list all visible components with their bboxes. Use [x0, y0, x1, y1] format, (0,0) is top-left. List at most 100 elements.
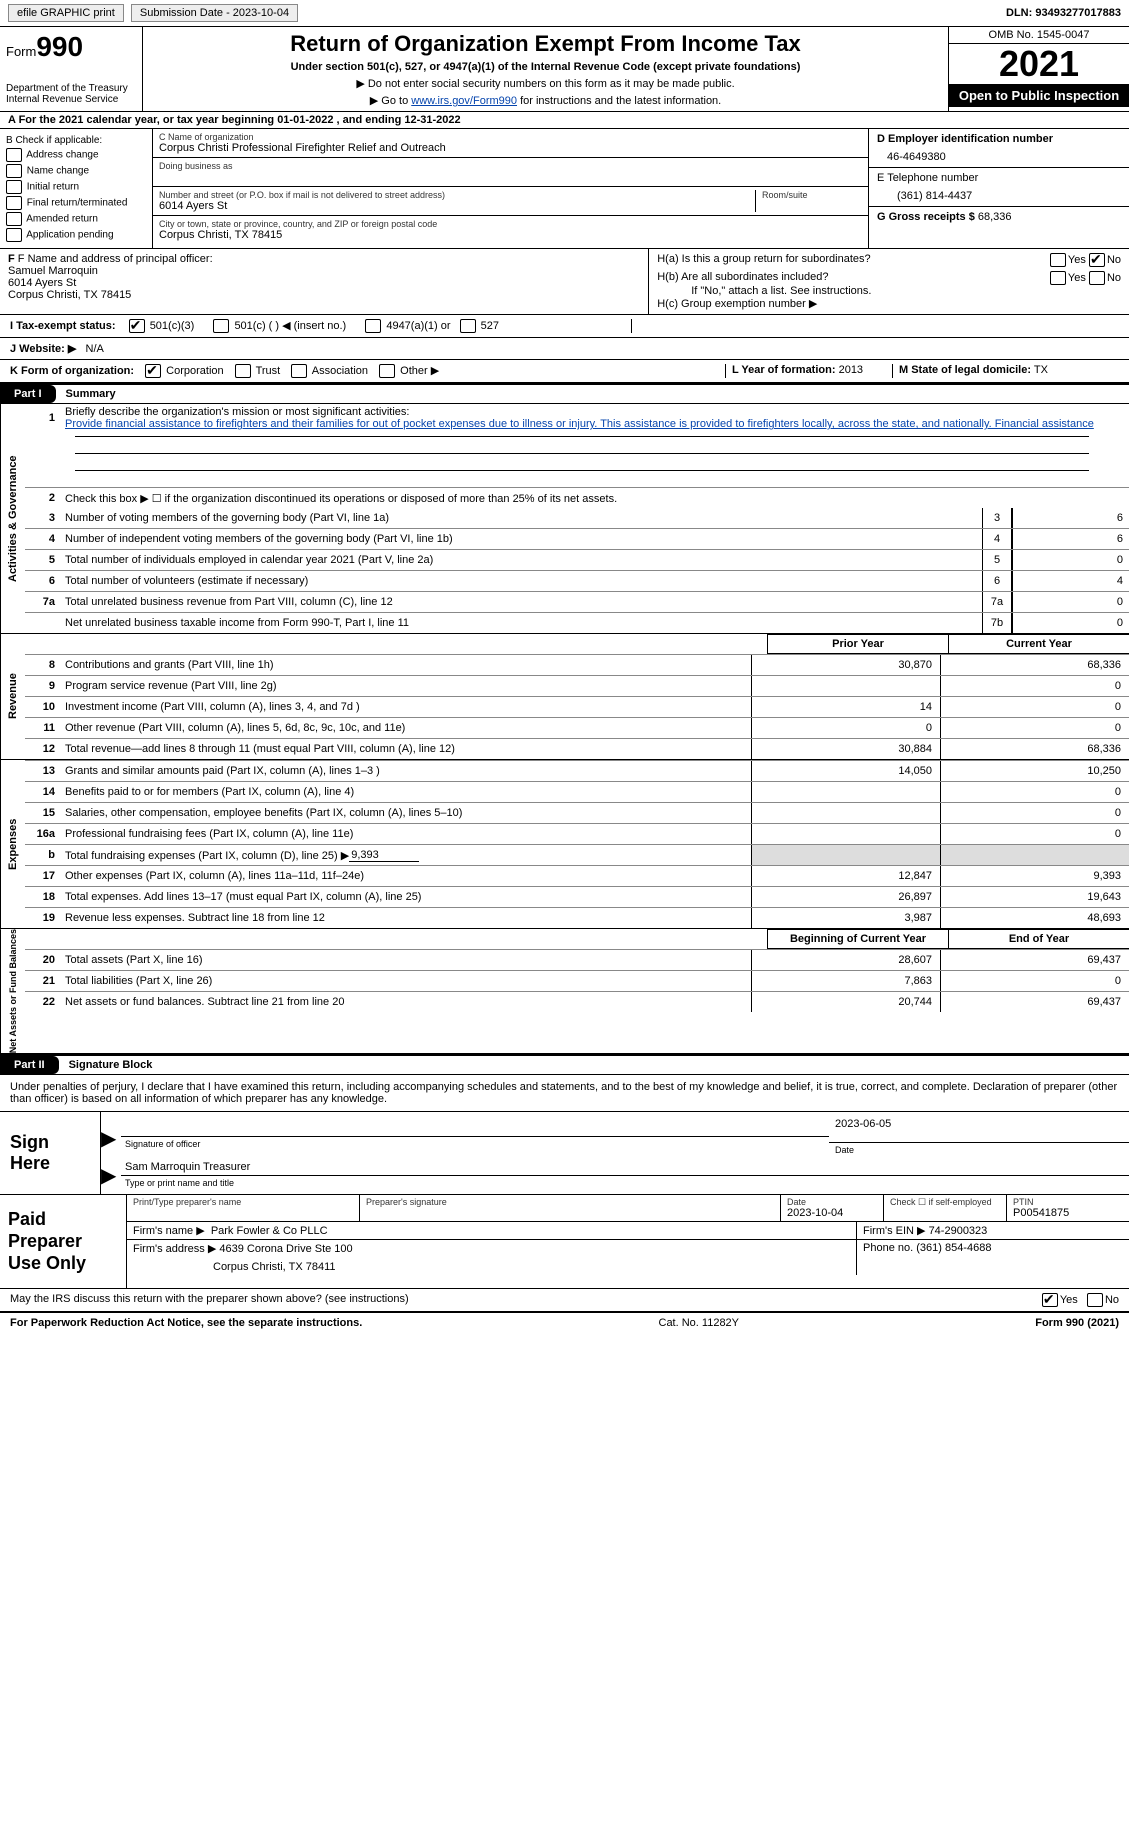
firm-name-label: Firm's name ▶: [133, 1225, 205, 1237]
part-2-title: Signature Block: [59, 1056, 163, 1074]
line-6-val: 4: [1012, 571, 1129, 591]
officer-name-title: Sam Marroquin Treasurer: [121, 1157, 1129, 1176]
m-value: TX: [1034, 364, 1048, 376]
line-16b-desc: Total fundraising expenses (Part IX, col…: [65, 849, 349, 862]
firm-addr2: Corpus Christi, TX 78411: [133, 1255, 850, 1273]
line-21-cy: 0: [940, 971, 1129, 991]
line-15-desc: Salaries, other compensation, employee b…: [61, 803, 751, 823]
subtitle-1: Under section 501(c), 527, or 4947(a)(1)…: [155, 61, 936, 73]
line-14-cy: 0: [940, 782, 1129, 802]
line-7b-val: 0: [1012, 613, 1129, 633]
line-21-desc: Total liabilities (Part X, line 26): [61, 971, 751, 991]
line-19-cy: 48,693: [940, 908, 1129, 928]
form-title: Return of Organization Exempt From Incom…: [155, 31, 936, 57]
part-1-num: Part I: [0, 385, 56, 403]
assoc-checkbox[interactable]: [291, 364, 307, 378]
eoy-hdr: End of Year: [948, 929, 1129, 949]
line-19-py: 3,987: [751, 908, 940, 928]
line-16b-cy: [940, 845, 1129, 865]
ha-no-checkbox[interactable]: [1089, 253, 1105, 267]
section-fgh: F F Name and address of principal office…: [0, 248, 1129, 314]
hb-yes-checkbox[interactable]: [1050, 271, 1066, 285]
line-3-val: 6: [1012, 508, 1129, 528]
line-16a-py: [751, 824, 940, 844]
officer-addr1: 6014 Ayers St: [8, 277, 640, 289]
discuss-question: May the IRS discuss this return with the…: [10, 1293, 409, 1307]
l-label: L Year of formation:: [732, 364, 836, 376]
prep-date-label: Date: [787, 1197, 877, 1207]
gross-value: 68,336: [978, 211, 1012, 223]
other-checkbox[interactable]: [379, 364, 395, 378]
501c-checkbox[interactable]: [213, 319, 229, 333]
checkbox-address-change[interactable]: [6, 148, 22, 162]
h-a-label: H(a) Is this a group return for subordin…: [657, 253, 870, 267]
line-12-py: 30,884: [751, 739, 940, 759]
527-checkbox[interactable]: [460, 319, 476, 333]
top-bar: efile GRAPHIC print Submission Date - 20…: [0, 0, 1129, 27]
section-b-label: B Check if applicable:: [6, 135, 146, 146]
line-11-cy: 0: [940, 718, 1129, 738]
page-footer: For Paperwork Reduction Act Notice, see …: [0, 1311, 1129, 1333]
line-13-py: 14,050: [751, 761, 940, 781]
line-17-desc: Other expenses (Part IX, column (A), lin…: [61, 866, 751, 886]
line-17-py: 12,847: [751, 866, 940, 886]
line-22-cy: 69,437: [940, 992, 1129, 1012]
phone-label: E Telephone number: [877, 172, 1121, 184]
form-label: Form: [6, 44, 36, 59]
line-5-val: 0: [1012, 550, 1129, 570]
ha-yes-checkbox[interactable]: [1050, 253, 1066, 267]
sign-here-section: Sign Here ▶ Signature of officer 2023-06…: [0, 1111, 1129, 1194]
checkbox-app-pending[interactable]: [6, 228, 22, 242]
governance-sidebar: Activities & Governance: [0, 404, 25, 633]
prior-year-hdr: Prior Year: [767, 634, 948, 654]
line-16a-cy: 0: [940, 824, 1129, 844]
line-2-desc: Check this box ▶ ☐ if the organization d…: [61, 490, 1129, 507]
part-2-num: Part II: [0, 1056, 59, 1074]
form-number: 990: [36, 31, 83, 62]
efile-print-button[interactable]: efile GRAPHIC print: [8, 4, 124, 22]
addr-label: Number and street (or P.O. box if mail i…: [159, 190, 755, 200]
paid-preparer-label: Paid Preparer Use Only: [0, 1195, 126, 1288]
declaration-text: Under penalties of perjury, I declare th…: [0, 1074, 1129, 1111]
ptin-label: PTIN: [1013, 1197, 1123, 1207]
boy-hdr: Beginning of Current Year: [767, 929, 948, 949]
4947-checkbox[interactable]: [365, 319, 381, 333]
h-b-label: H(b) Are all subordinates included?: [657, 271, 828, 285]
line-16a-desc: Professional fundraising fees (Part IX, …: [61, 824, 751, 844]
submission-date-button[interactable]: Submission Date - 2023-10-04: [131, 4, 298, 22]
checkbox-name-change[interactable]: [6, 164, 22, 178]
irs-label: Internal Revenue Service: [6, 94, 136, 105]
firm-addr-label: Firm's address ▶: [133, 1243, 216, 1255]
line-18-py: 26,897: [751, 887, 940, 907]
part-1-title: Summary: [56, 385, 126, 403]
corp-checkbox[interactable]: [145, 364, 161, 378]
discuss-yes-checkbox[interactable]: [1042, 1293, 1058, 1307]
line-7b-desc: Net unrelated business taxable income fr…: [61, 615, 982, 631]
form990-link[interactable]: www.irs.gov/Form990: [411, 95, 517, 107]
discuss-no-checkbox[interactable]: [1087, 1293, 1103, 1307]
checkbox-final-return[interactable]: [6, 196, 22, 210]
hb-no-checkbox[interactable]: [1089, 271, 1105, 285]
self-emp-label: Check ☐ if self-employed: [890, 1197, 1000, 1208]
trust-checkbox[interactable]: [235, 364, 251, 378]
line-8-cy: 68,336: [940, 655, 1129, 675]
paid-preparer-section: Paid Preparer Use Only Print/Type prepar…: [0, 1194, 1129, 1288]
footer-left: For Paperwork Reduction Act Notice, see …: [10, 1317, 362, 1329]
h-b-note: If "No," attach a list. See instructions…: [657, 285, 1121, 297]
street-address: 6014 Ayers St: [159, 200, 755, 212]
checkbox-initial-return[interactable]: [6, 180, 22, 194]
501c3-checkbox[interactable]: [129, 319, 145, 333]
subtitle-2: ▶ Do not enter social security numbers o…: [155, 77, 936, 90]
line-10-desc: Investment income (Part VIII, column (A)…: [61, 697, 751, 717]
summary-revenue: Revenue Prior YearCurrent Year 8Contribu…: [0, 633, 1129, 759]
dln-label: DLN: 93493277017883: [1006, 7, 1121, 19]
line-14-py: [751, 782, 940, 802]
officer-name: Samuel Marroquin: [8, 265, 640, 277]
expenses-sidebar: Expenses: [0, 760, 25, 928]
line-9-py: [751, 676, 940, 696]
line-15-py: [751, 803, 940, 823]
mission-text[interactable]: Provide financial assistance to firefigh…: [65, 418, 1094, 430]
checkbox-amended[interactable]: [6, 212, 22, 226]
line-10-cy: 0: [940, 697, 1129, 717]
revenue-sidebar: Revenue: [0, 634, 25, 759]
